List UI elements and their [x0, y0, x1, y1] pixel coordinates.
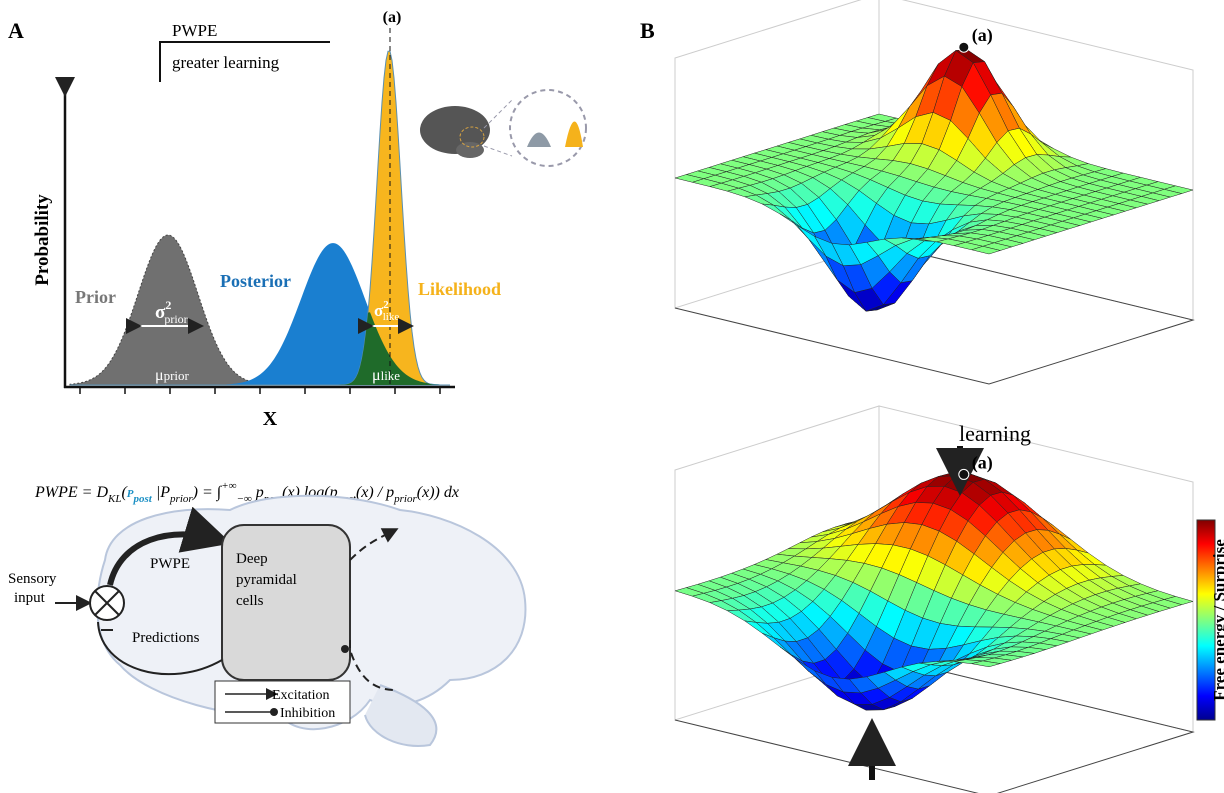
surface-bottom: [675, 406, 1193, 793]
surface-top: [675, 0, 1193, 384]
box-floor: [675, 244, 1193, 384]
prior-label: Prior: [75, 287, 116, 307]
formula-part: prior: [169, 493, 193, 505]
posterior-label: Posterior: [220, 271, 291, 291]
cells-line: Deep: [236, 551, 268, 567]
formula-part: ) = ∫: [192, 484, 223, 502]
formula-part: post: [133, 493, 153, 505]
cells-line: pyramidal: [236, 572, 297, 588]
likelihood-label: Likelihood: [418, 279, 501, 299]
formula-part: (x) / p: [356, 484, 394, 501]
inhibit-dot: [341, 645, 349, 653]
pwpe-title: PWPE: [172, 21, 217, 40]
learning-label: learning: [959, 421, 1031, 446]
input-line: Sensory: [8, 571, 57, 587]
formula-part: PWPE = D: [34, 484, 108, 501]
formula-part: KL: [107, 493, 121, 505]
prior-mean: μprior: [155, 367, 190, 384]
formula-part: +∞: [221, 480, 236, 492]
input-line: input: [14, 590, 46, 606]
peak-dot: [959, 42, 969, 52]
formula-part: |P: [152, 484, 170, 501]
peak-dot: [959, 469, 969, 479]
peak-label: (a): [972, 25, 993, 46]
legend-label: Excitation: [272, 688, 330, 703]
formula-part: p: [252, 484, 264, 501]
inhibition-dot: [270, 708, 278, 716]
marker-label: (a): [383, 9, 402, 26]
formula-part: prior: [393, 493, 417, 505]
panel-label: A: [8, 18, 24, 43]
x-axis-label: X: [263, 408, 278, 430]
distributions: [70, 51, 450, 385]
likelihood-mean: μlike: [372, 367, 400, 384]
formula-part: (x)) dx: [417, 484, 459, 501]
panel-label: B: [640, 18, 655, 43]
figure: A PWPE greater learning (a) Probability …: [0, 0, 1224, 793]
peak-label: (a): [972, 452, 993, 473]
cells-line: cells: [236, 593, 264, 609]
formula: PWPE = DKL(Ppost |Pprior) = ∫+∞−∞ ppost(…: [34, 480, 459, 505]
pwpe-arrow-label: PWPE: [150, 556, 190, 572]
legend-label: Inhibition: [280, 706, 335, 721]
pwpe-text: greater learning: [172, 53, 280, 72]
predictions-label: Predictions: [132, 630, 200, 646]
colorbar-label: Free energy / Surprise: [1210, 539, 1224, 701]
y-axis-label: Probability: [32, 194, 53, 286]
brain-icon: [420, 90, 586, 166]
